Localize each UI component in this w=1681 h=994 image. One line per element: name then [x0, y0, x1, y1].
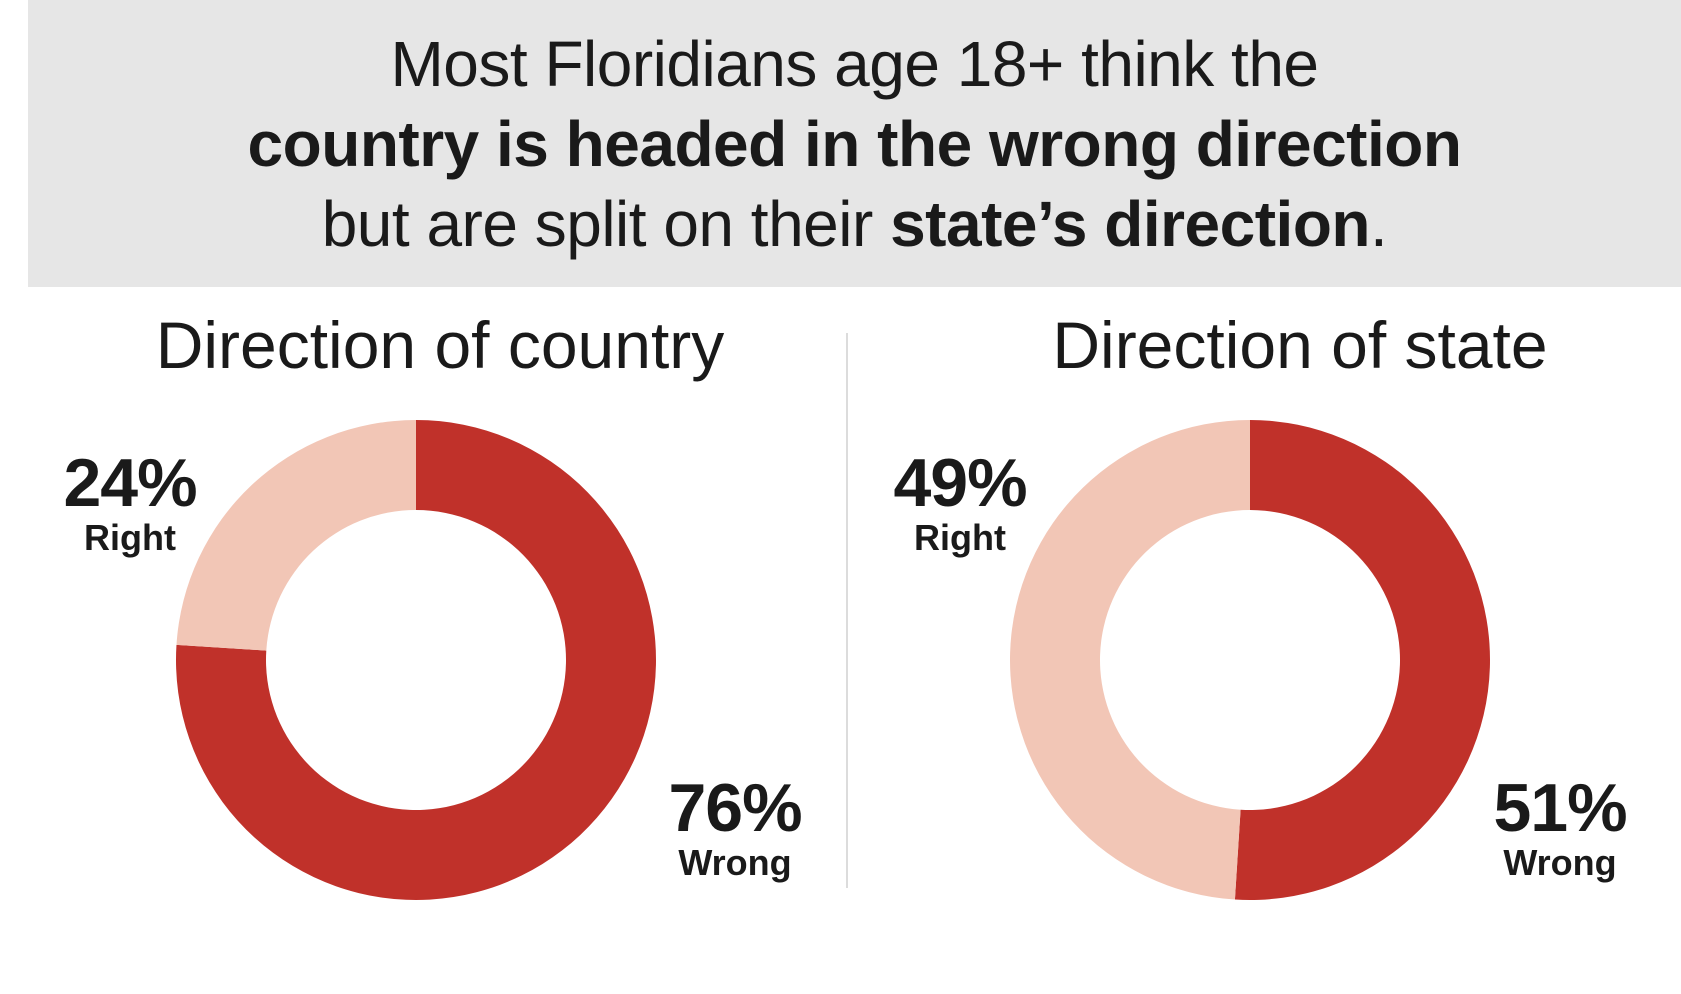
headline-banner: Most Floridians age 18+ think the countr…	[28, 0, 1681, 287]
label-country-wrong: 76% Wrong	[655, 773, 815, 883]
label-country-right-pct: 24%	[63, 445, 197, 521]
headline-line-3-plain: but are split on their	[321, 187, 891, 260]
label-state-right: 49% Right	[880, 448, 1040, 558]
chart-title-state: Direction of state	[1052, 308, 1548, 382]
donut-slice-state-wrong	[1234, 420, 1490, 900]
headline-line-3-end: .	[1370, 187, 1388, 260]
label-country-right: 24% Right	[50, 448, 210, 558]
headline-bold-country: country is headed in the wrong direction	[247, 107, 1462, 180]
donut-chart-country	[176, 420, 657, 900]
headline-line-3: but are split on their state’s direction…	[322, 184, 1388, 264]
panel-divider	[846, 333, 848, 888]
chart-title-country: Direction of country	[155, 308, 725, 382]
label-state-wrong: 51% Wrong	[1480, 773, 1640, 883]
donut-slice-country-right	[176, 420, 416, 651]
label-state-wrong-pct: 51%	[1493, 770, 1627, 846]
label-country-right-cat: Right	[84, 517, 176, 558]
label-country-wrong-pct: 76%	[668, 770, 802, 846]
label-state-right-cat: Right	[914, 517, 1006, 558]
label-state-wrong-cat: Wrong	[1503, 842, 1617, 883]
donut-slice-state-right	[1009, 420, 1250, 900]
label-country-wrong-cat: Wrong	[678, 842, 792, 883]
headline-line-2: country is headed in the wrong direction	[248, 104, 1462, 184]
headline-bold-state: state’s direction	[890, 187, 1371, 260]
label-state-right-pct: 49%	[893, 445, 1027, 521]
headline-line-1: Most Floridians age 18+ think the	[390, 27, 1319, 100]
donut-chart-state	[1009, 420, 1490, 900]
donut-slice-country-wrong	[176, 420, 657, 900]
